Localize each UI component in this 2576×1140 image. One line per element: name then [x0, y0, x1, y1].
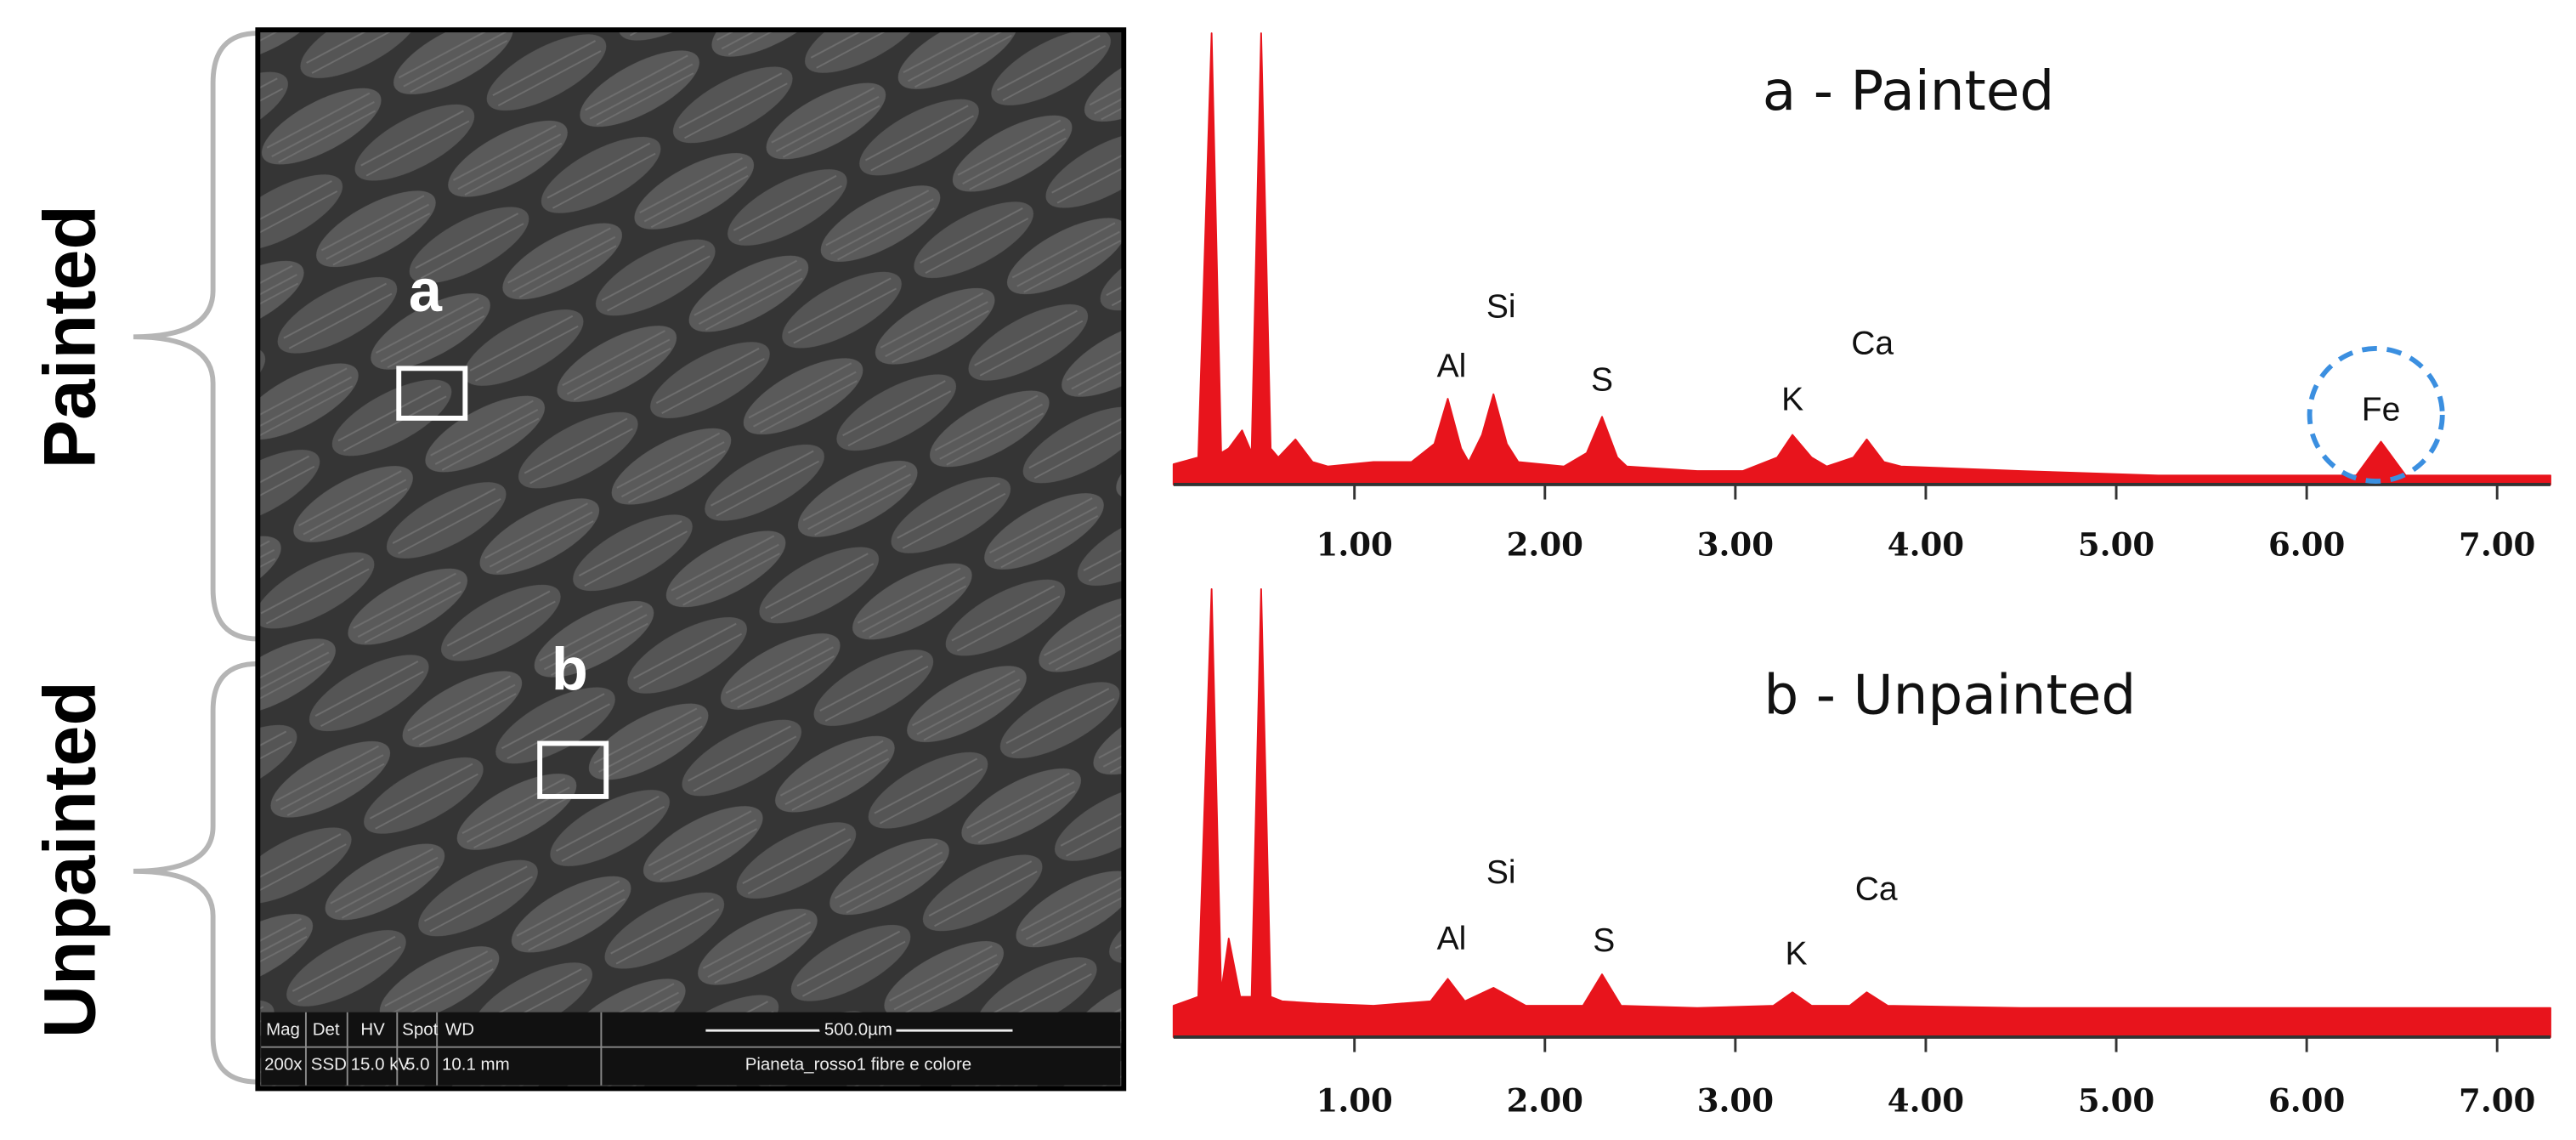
- info-value: 200x: [264, 1055, 303, 1075]
- peak-label: Si: [1486, 854, 1516, 891]
- info-value: 5.0: [405, 1055, 429, 1075]
- x-tick-label: 1.00: [1316, 1082, 1393, 1120]
- x-tick-label: 6.00: [2268, 526, 2345, 564]
- peak-label: Si: [1486, 288, 1516, 325]
- x-tick-label: 7.00: [2459, 1082, 2535, 1120]
- info-value: 10.1 mm: [442, 1055, 510, 1075]
- highlight-circle: [2307, 345, 2445, 484]
- peak-label: Ca: [1855, 871, 1898, 908]
- info-header: Det: [313, 1020, 340, 1040]
- region-label: b: [552, 635, 588, 702]
- brace: [133, 661, 258, 1085]
- x-tick-label: 2.00: [1507, 526, 1583, 564]
- region-label: a: [409, 257, 443, 324]
- peak-label: K: [1781, 382, 1803, 418]
- peak-label: Al: [1437, 921, 1467, 957]
- scale-bar-label: 500.0µm: [824, 1020, 892, 1040]
- spectrum: [1172, 32, 2551, 485]
- region-box: [396, 366, 468, 421]
- sem-image: [255, 27, 1127, 1092]
- peak-label: Al: [1437, 349, 1467, 385]
- info-value: 15.0 kV: [351, 1055, 410, 1075]
- x-tick-label: 4.00: [1888, 1082, 1964, 1120]
- side-label: Unpainted: [29, 681, 110, 1038]
- x-tick-label: 2.00: [1507, 1082, 1583, 1120]
- chart-title: b - Unpainted: [1764, 663, 2136, 727]
- spectrum: [1172, 587, 2551, 1038]
- peak-label: Fe: [2362, 391, 2401, 428]
- brace: [133, 31, 258, 642]
- x-tick-label: 7.00: [2459, 526, 2535, 564]
- x-tick-label: 6.00: [2268, 1082, 2345, 1120]
- x-tick-label: 3.00: [1697, 1082, 1774, 1120]
- info-bar: Mag Det HV Spot WD 200x SSD 15.0 kV 5.0 …: [261, 1012, 1121, 1086]
- chart-title: a - Painted: [1763, 60, 2055, 123]
- region-box: [537, 740, 609, 799]
- x-tick-label: 5.00: [2078, 1082, 2154, 1120]
- info-header: HV: [360, 1020, 385, 1040]
- info-value: SSD: [311, 1055, 347, 1075]
- x-tick-label: 5.00: [2078, 526, 2154, 564]
- info-header: WD: [445, 1020, 474, 1040]
- peak-label: S: [1591, 361, 1613, 398]
- side-label: Painted: [29, 205, 110, 468]
- x-tick-label: 1.00: [1316, 526, 1393, 564]
- info-header: Mag: [266, 1020, 300, 1040]
- info-caption: Pianeta_rosso1 fibre e colore: [745, 1055, 971, 1075]
- peak-label: S: [1593, 922, 1615, 959]
- x-tick-label: 3.00: [1697, 526, 1774, 564]
- peak-label: Ca: [1851, 325, 1894, 361]
- info-header: Spot: [402, 1020, 438, 1040]
- x-tick-label: 4.00: [1888, 526, 1964, 564]
- peak-label: K: [1786, 936, 1808, 973]
